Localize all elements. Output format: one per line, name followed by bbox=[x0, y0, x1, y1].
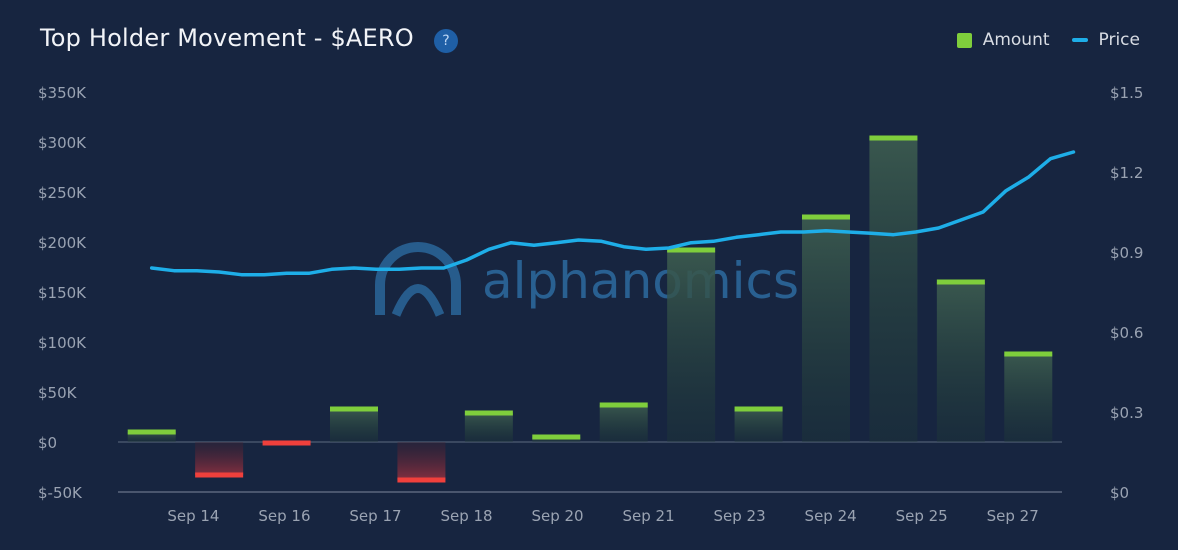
amount-bar bbox=[127, 432, 176, 442]
amount-bars bbox=[127, 135, 1053, 483]
amount-bar bbox=[599, 405, 648, 442]
legend-item-amount[interactable]: Amount bbox=[956, 30, 1050, 50]
price-swatch bbox=[1071, 38, 1088, 42]
x-tick-label: Sep 14 bbox=[167, 507, 219, 525]
y-right-tick-label: $0.3 bbox=[1110, 404, 1143, 422]
chart-legend: Amount Price bbox=[956, 30, 1140, 50]
x-tick-label: Sep 17 bbox=[349, 507, 401, 525]
x-tick-label: Sep 18 bbox=[440, 507, 492, 525]
y-left-tick-label: $100K bbox=[38, 334, 87, 352]
y-right-tick-label: $0.9 bbox=[1110, 244, 1143, 262]
y-right-tick-label: $1.2 bbox=[1110, 164, 1143, 182]
x-tick-label: Sep 23 bbox=[714, 507, 766, 525]
legend-label-amount: Amount bbox=[982, 30, 1050, 50]
amount-bar-cap bbox=[667, 247, 716, 253]
amount-bar-cap bbox=[599, 402, 648, 408]
amount-bar bbox=[397, 442, 446, 480]
watermark-text: alphanomics bbox=[482, 252, 799, 310]
amount-bar bbox=[734, 409, 783, 442]
watermark: alphanomics bbox=[375, 242, 799, 317]
y-right-tick-label: $1.5 bbox=[1110, 84, 1143, 102]
y-left-tick-label: $50K bbox=[38, 384, 78, 402]
price-line-path bbox=[149, 150, 1076, 277]
legend-label-price: Price bbox=[1098, 30, 1140, 50]
watermark-logo-arch bbox=[391, 284, 445, 317]
question-circle-icon[interactable]: ? bbox=[434, 29, 458, 53]
amount-swatch bbox=[956, 32, 972, 48]
x-tick-label: Sep 20 bbox=[531, 507, 583, 525]
y-left-tick-label: $200K bbox=[38, 234, 87, 252]
x-tick-label: Sep 21 bbox=[623, 507, 675, 525]
x-tick-label: Sep 24 bbox=[805, 507, 857, 525]
price-line bbox=[149, 150, 1076, 277]
amount-bar-cap bbox=[802, 214, 850, 220]
y-left-tick-label: $0 bbox=[38, 434, 57, 452]
amount-bar-cap bbox=[869, 135, 918, 141]
amount-bar bbox=[869, 138, 918, 442]
y-left-tick-label: $300K bbox=[38, 134, 87, 152]
amount-bar bbox=[464, 413, 513, 442]
y-left-tick-label: $350K bbox=[38, 84, 87, 102]
y-left-tick-label: $-50K bbox=[38, 484, 83, 502]
amount-bar bbox=[802, 217, 850, 442]
y-left-tick-label: $250K bbox=[38, 184, 87, 202]
x-tick-label: Sep 27 bbox=[987, 507, 1039, 525]
amount-bar-cap bbox=[330, 406, 378, 412]
x-tick-label: Sep 16 bbox=[258, 507, 310, 525]
y-left-tick-label: $150K bbox=[38, 284, 87, 302]
amount-bar bbox=[195, 442, 244, 475]
amount-bar-cap bbox=[195, 472, 244, 478]
amount-bar-cap bbox=[397, 477, 446, 483]
y-right-tick-label: $0.6 bbox=[1110, 324, 1143, 342]
amount-bar-cap bbox=[1004, 351, 1053, 357]
amount-bar-cap bbox=[734, 406, 783, 412]
amount-bar bbox=[330, 409, 378, 442]
amount-bar-cap bbox=[936, 279, 985, 285]
amount-bar-cap bbox=[532, 434, 581, 440]
amount-bar bbox=[1004, 354, 1053, 442]
watermark-logo bbox=[375, 242, 461, 315]
amount-bar bbox=[667, 250, 716, 442]
chart-title: Top Holder Movement - $AERO bbox=[40, 24, 414, 52]
amount-bar bbox=[936, 282, 985, 442]
legend-item-price[interactable]: Price bbox=[1071, 30, 1140, 50]
y-right-tick-label: $0 bbox=[1110, 484, 1129, 502]
amount-bar-cap bbox=[127, 429, 176, 435]
amount-bar-cap bbox=[262, 440, 311, 446]
amount-bar-cap bbox=[464, 410, 513, 416]
x-tick-label: Sep 25 bbox=[896, 507, 948, 525]
